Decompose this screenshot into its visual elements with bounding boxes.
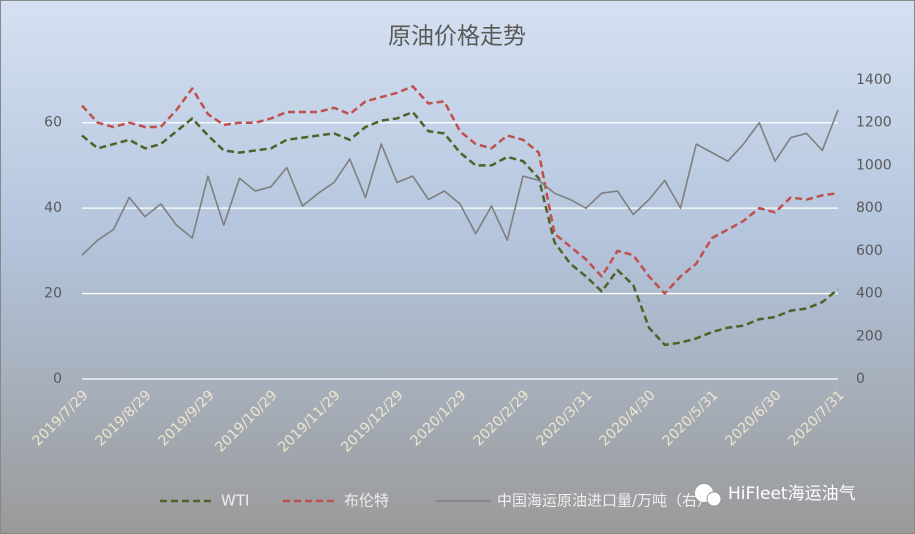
legend-label: WTI xyxy=(221,492,249,510)
y-tick-label: 20 xyxy=(44,286,62,302)
watermark: HiFleet海运油气 xyxy=(695,484,856,507)
y-tick-label: 40 xyxy=(44,200,62,216)
y2-tick-label: 400 xyxy=(856,286,883,302)
y2-tick-label: 800 xyxy=(856,200,883,216)
y-tick-label: 0 xyxy=(53,371,62,387)
y2-tick-label: 1400 xyxy=(856,72,892,88)
y2-tick-label: 600 xyxy=(856,243,883,259)
watermark-text: HiFleet海运油气 xyxy=(728,484,856,504)
series-line xyxy=(81,85,839,295)
wechat-icon xyxy=(706,491,722,507)
y2-tick-label: 1200 xyxy=(856,115,892,131)
y2-tick-label: 200 xyxy=(856,328,883,344)
legend-label: 中国海运原油进口量/万吨（右） xyxy=(497,492,712,510)
series-line xyxy=(81,109,839,256)
legend-label: 布伦特 xyxy=(344,492,389,510)
y2-tick-label: 1000 xyxy=(856,157,892,173)
y2-tick-label: 0 xyxy=(856,371,865,387)
chart-title: 原油价格走势 xyxy=(388,24,526,50)
y-tick-label: 60 xyxy=(44,115,62,131)
